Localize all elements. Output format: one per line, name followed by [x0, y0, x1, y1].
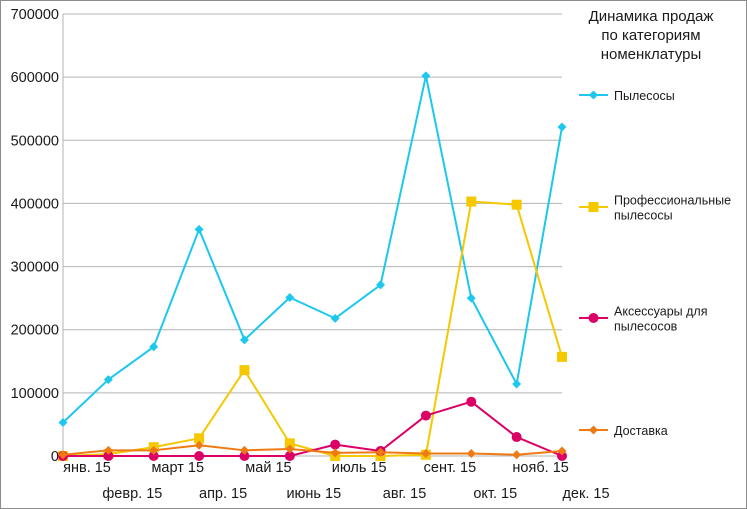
data-point [557, 122, 567, 132]
data-point [285, 444, 295, 454]
legend-label: Доставка [614, 424, 668, 438]
data-point [284, 451, 295, 461]
legend-swatch-marker [588, 202, 599, 212]
data-point [239, 335, 249, 345]
data-point [149, 445, 159, 455]
data-point [284, 438, 295, 449]
series-line [63, 400, 563, 457]
data-point [376, 447, 386, 457]
y-tick-label: 500000 [11, 133, 59, 149]
series-1 [58, 196, 567, 461]
x-tick-label: янв. 15 [63, 460, 111, 476]
data-point [511, 199, 522, 210]
legend-label: пылесосы [614, 209, 673, 223]
data-point [421, 448, 431, 458]
chart-title: Динамика продаж по категориям номенклатуры [589, 8, 714, 63]
data-point [239, 445, 249, 455]
data-point [239, 365, 250, 376]
x-tick-label: июнь 15 [286, 486, 341, 502]
data-point [58, 418, 68, 428]
y-tick-label: 700000 [11, 7, 59, 23]
legend-item: Доставка [579, 424, 668, 438]
y-tick-label: 200000 [11, 323, 59, 339]
y-tick-label: 600000 [11, 70, 59, 86]
legend-label: Профессиональные [614, 194, 731, 208]
data-point [103, 445, 113, 455]
legend-swatch-marker [589, 90, 598, 100]
data-point [466, 396, 477, 407]
data-point [58, 450, 68, 460]
series-0 [58, 71, 567, 428]
data-point [239, 451, 250, 461]
chart-title-line: по категориям [601, 27, 700, 44]
series-line [62, 444, 563, 456]
chart-title-line: номенклатуры [601, 46, 702, 63]
data-point [103, 375, 113, 385]
data-point [557, 351, 567, 362]
gridlines [63, 13, 562, 394]
data-point [103, 451, 114, 461]
data-point [512, 379, 522, 389]
x-tick-label: сент. 15 [424, 460, 477, 476]
legend-label: Аксессуары для [614, 305, 707, 319]
data-point [557, 451, 567, 461]
legend-label: Пылесосы [614, 89, 675, 103]
data-point [148, 451, 159, 461]
axes [62, 14, 562, 457]
x-tick-label: нояб. 15 [512, 460, 568, 476]
data-point [466, 448, 476, 458]
legend-label: пылесосов [614, 320, 678, 334]
data-point [511, 432, 522, 443]
y-tick-label: 0 [51, 449, 59, 465]
data-point [557, 446, 567, 456]
data-point [330, 448, 340, 458]
data-point [194, 440, 204, 450]
x-tick-label: май 15 [245, 460, 291, 476]
x-axis-ticks: янв. 15 февр. 15 март 15 апр. 15 май 15 июнь … [63, 460, 609, 502]
y-tick-label: 400000 [11, 196, 59, 212]
y-tick-label: 300000 [11, 260, 59, 276]
data-point [330, 313, 340, 323]
series-line [62, 74, 563, 424]
y-axis-ticks: 0 100000 200000 300000 400000 500000 600000 700… [11, 7, 59, 465]
x-tick-label: февр. 15 [102, 486, 162, 502]
data-point [466, 196, 477, 207]
data-point [194, 224, 204, 234]
data-point [194, 451, 205, 461]
legend-swatch-marker [589, 425, 598, 435]
data-point [420, 410, 431, 421]
data-point [194, 433, 205, 444]
data-point [512, 450, 522, 460]
x-tick-label: авг. 15 [383, 486, 426, 502]
x-tick-label: дек. 15 [562, 486, 609, 502]
chart-title-line: Динамика продаж [589, 8, 714, 25]
y-tick-label: 100000 [11, 386, 59, 402]
legend-item: Пылесосы [579, 89, 675, 103]
data-point [466, 293, 476, 303]
legend-swatch-marker [588, 313, 599, 323]
data-point [285, 293, 295, 303]
x-tick-label: июль 15 [332, 460, 387, 476]
series-lines [58, 71, 567, 461]
data-point [149, 342, 159, 352]
series-3 [58, 440, 567, 460]
x-tick-label: окт. 15 [473, 486, 517, 502]
x-tick-label: апр. 15 [199, 486, 247, 502]
data-point [421, 71, 431, 81]
data-point [376, 280, 386, 290]
x-tick-label: март 15 [151, 460, 204, 476]
data-point [330, 439, 341, 450]
